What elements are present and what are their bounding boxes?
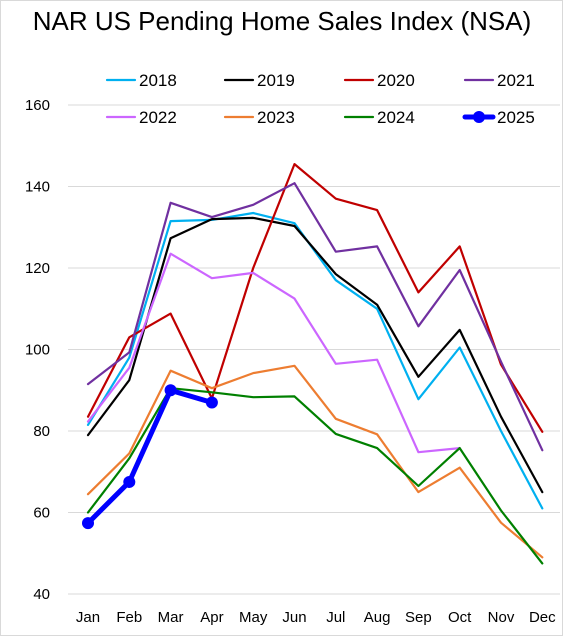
series-line-2022 bbox=[86, 252, 461, 454]
legend-label: 2020 bbox=[377, 71, 415, 90]
legend-item-2021: 2021 bbox=[463, 71, 535, 90]
legend-item-2024: 2024 bbox=[343, 108, 415, 127]
legend-label: 2025 bbox=[497, 108, 535, 127]
series-line-2021 bbox=[86, 182, 544, 452]
x-tick-label: Nov bbox=[488, 609, 515, 626]
legend-item-2019: 2019 bbox=[223, 71, 295, 90]
x-tick-label: May bbox=[239, 609, 268, 626]
x-tick-label: Sep bbox=[405, 609, 432, 626]
series-line-2023 bbox=[86, 364, 544, 559]
series-line-2025 bbox=[85, 387, 215, 526]
legend-label: 2021 bbox=[497, 71, 535, 90]
legend-label: 2018 bbox=[139, 71, 177, 90]
x-tick-label: Aug bbox=[364, 609, 391, 626]
y-tick-label: 60 bbox=[33, 505, 50, 522]
x-tick-label: Mar bbox=[158, 609, 184, 626]
legend-item-2022: 2022 bbox=[105, 108, 177, 127]
y-tick-label: 140 bbox=[25, 179, 50, 196]
data-point-2025 bbox=[123, 475, 136, 488]
x-tick-label: Jul bbox=[326, 609, 345, 626]
y-tick-label: 160 bbox=[25, 97, 50, 114]
legend-label: 2019 bbox=[257, 71, 295, 90]
legend-label: 2023 bbox=[257, 108, 295, 127]
series-lines bbox=[82, 163, 544, 565]
y-tick-label: 120 bbox=[25, 260, 50, 277]
series-line-2020 bbox=[86, 163, 544, 433]
legend-item-2020: 2020 bbox=[343, 71, 415, 90]
legend-item-2025: 2025 bbox=[462, 108, 535, 127]
legend-marker bbox=[473, 111, 485, 123]
series-line-2024 bbox=[86, 387, 544, 565]
data-point-2025 bbox=[82, 517, 94, 530]
x-tick-label: Apr bbox=[200, 609, 223, 626]
y-tick-label: 40 bbox=[33, 586, 50, 603]
x-tick-label: Dec bbox=[529, 609, 556, 626]
y-tick-label: 80 bbox=[33, 423, 50, 440]
x-tick-label: Oct bbox=[448, 609, 472, 626]
data-point-2025 bbox=[205, 396, 218, 409]
legend-item-2018: 2018 bbox=[105, 71, 177, 90]
legend-label: 2022 bbox=[139, 108, 177, 127]
x-tick-label: Feb bbox=[116, 609, 142, 626]
data-point-2025 bbox=[164, 384, 177, 397]
x-tick-label: Jan bbox=[76, 609, 100, 626]
gridlines bbox=[68, 104, 560, 595]
y-tick-label: 100 bbox=[25, 342, 50, 359]
legend-label: 2024 bbox=[377, 108, 415, 127]
legend-item-2023: 2023 bbox=[223, 108, 295, 127]
legend: 2018 2019 2020 2021 2022 2023 2024 2025 bbox=[105, 71, 535, 127]
chart-title: NAR US Pending Home Sales Index (NSA) bbox=[32, 6, 532, 36]
x-tick-label: Jun bbox=[282, 609, 306, 626]
series-line-2019 bbox=[86, 216, 544, 494]
axis-labels: 40 60 80 100 120 140 160 Jan Feb Mar Apr May Jun Jul A… bbox=[25, 97, 556, 626]
